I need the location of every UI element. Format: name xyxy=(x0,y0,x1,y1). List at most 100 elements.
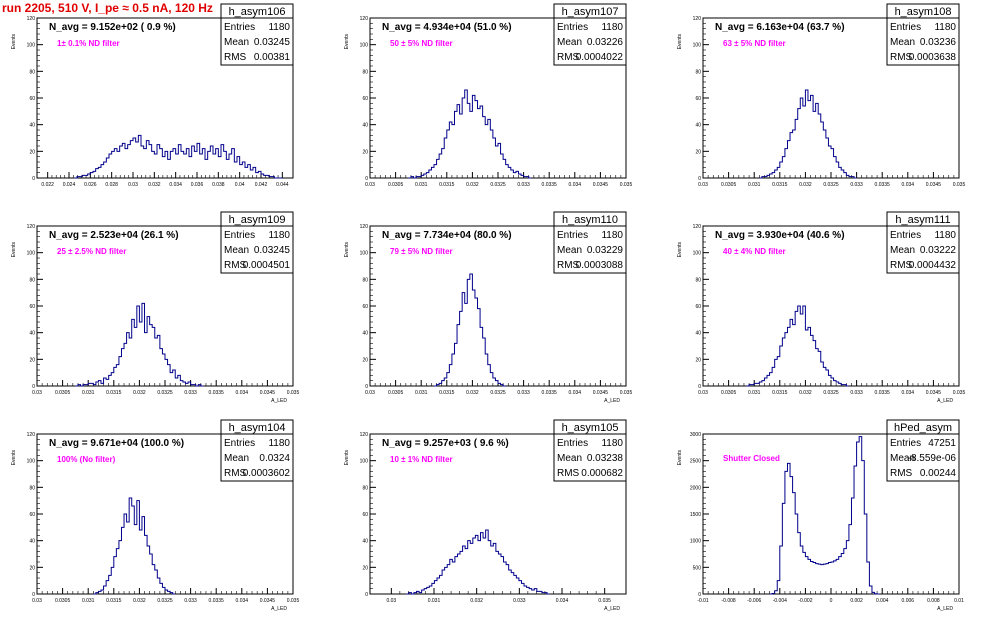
y-tick-label: 100 xyxy=(693,251,702,257)
stats-label: Mean xyxy=(224,37,249,48)
y-tick-label: 0 xyxy=(365,176,368,182)
stats-value: 0.03238 xyxy=(587,453,624,464)
y-tick-label: 20 xyxy=(29,565,35,571)
stats-value: 0.03236 xyxy=(920,37,957,48)
x-tick-label: 0.0335 xyxy=(209,598,225,604)
y-axis-label: Events xyxy=(677,450,683,466)
stats-label: Entries xyxy=(224,230,255,241)
x-tick-label: 0.032 xyxy=(799,390,812,396)
stats-label: Mean xyxy=(224,453,249,464)
x-tick-label: 0.01 xyxy=(954,598,964,604)
x-tick-label: 0.0335 xyxy=(209,390,225,396)
x-tick-label: 0.032 xyxy=(148,182,161,188)
y-tick-label: 120 xyxy=(27,16,36,22)
y-tick-label: 80 xyxy=(29,277,35,283)
x-tick-label: 0.0345 xyxy=(260,598,276,604)
x-tick-label: 0.032 xyxy=(133,390,146,396)
navg-label: N_avg = 4.934e+04 (51.0 %) xyxy=(382,22,512,33)
y-tick-label: 2000 xyxy=(690,485,701,491)
x-tick-label: 0.031 xyxy=(82,598,95,604)
x-tick-label: 0.035 xyxy=(953,390,966,396)
x-tick-label: 0.035 xyxy=(620,390,633,396)
histogram-panel-h_asym106: 0 20 40 60 80 100 120 0.022 0.024 0.026 0.028 0.03 0… xyxy=(11,3,294,188)
y-tick-label: 20 xyxy=(362,565,368,571)
stats-title: h_asym107 xyxy=(562,6,619,18)
y-tick-label: 40 xyxy=(362,331,368,337)
x-tick-label: 0.004 xyxy=(876,598,889,604)
y-tick-label: 40 xyxy=(695,331,701,337)
y-tick-label: 120 xyxy=(693,16,702,22)
y-tick-label: 80 xyxy=(362,277,368,283)
stats-value: 0.00244 xyxy=(920,468,957,479)
stats-label: Entries xyxy=(224,438,255,449)
navg-label: N_avg = 6.163e+04 (63.7 %) xyxy=(715,22,845,33)
navg-label: N_avg = 3.930e+04 (40.6 %) xyxy=(715,230,845,241)
histogram-line xyxy=(434,273,506,387)
y-tick-label: 0 xyxy=(698,384,701,390)
x-tick-label: 0.032 xyxy=(466,182,479,188)
x-tick-label: 0.0305 xyxy=(721,390,737,396)
histogram-line xyxy=(406,529,550,595)
x-tick-label: 0.035 xyxy=(620,182,633,188)
histogram-line xyxy=(93,497,176,595)
x-tick-label: 0.031 xyxy=(415,390,428,396)
x-tick-label: 0.006 xyxy=(902,598,915,604)
y-tick-label: 60 xyxy=(695,96,701,102)
x-tick-label: 0.034 xyxy=(556,598,569,604)
x-tick-label: 0.032 xyxy=(470,598,483,604)
stats-value: 1180 xyxy=(934,22,956,33)
y-tick-label: 60 xyxy=(695,304,701,310)
filter-label: 1± 0.1% ND filter xyxy=(57,39,120,48)
x-tick-label: 0.033 xyxy=(517,182,530,188)
stats-value: 1180 xyxy=(268,22,290,33)
x-tick-label: 0.03 xyxy=(32,390,42,396)
histogram-panel-h_asym107: 0 20 40 60 80 100 120 0.03 0.0305 0.031 0.0315 0.03… xyxy=(344,3,633,188)
x-tick-label: 0.033 xyxy=(850,390,863,396)
x-tick-label: 0.0315 xyxy=(439,390,455,396)
x-tick-label: 0.0325 xyxy=(157,598,173,604)
x-tick-label: 0.038 xyxy=(212,182,225,188)
navg-label: N_avg = 2.523e+04 (26.1 %) xyxy=(49,230,179,241)
stats-value: 0.0004501 xyxy=(243,260,291,271)
stats-title: h_asym105 xyxy=(562,422,619,434)
x-tick-label: 0.032 xyxy=(466,390,479,396)
y-tick-label: 0 xyxy=(32,384,35,390)
histogram-panel-hPed_asym: 0 500 1000 1500 2000 2500 3000 -0.01 -0.008 -0.00… xyxy=(677,419,964,612)
y-tick-label: 40 xyxy=(29,331,35,337)
y-tick-label: 40 xyxy=(29,123,35,129)
stats-label: Mean xyxy=(557,245,582,256)
stats-label: RMS xyxy=(224,52,247,63)
stats-value: 47251 xyxy=(928,438,956,449)
x-tick-label: 0.03 xyxy=(698,390,708,396)
y-axis-label: Events xyxy=(11,242,17,258)
x-tick-label: 0.03 xyxy=(386,598,396,604)
histogram-line xyxy=(408,89,532,179)
y-tick-label: 100 xyxy=(360,459,369,465)
x-tick-label: 0.0315 xyxy=(439,182,455,188)
navg-label: N_avg = 9.257e+03 ( 9.6 %) xyxy=(382,438,509,449)
x-tick-label: 0.0315 xyxy=(772,182,788,188)
x-tick-label: 0.033 xyxy=(517,390,530,396)
y-tick-label: 60 xyxy=(362,512,368,518)
filter-label: 25 ± 2.5% ND filter xyxy=(57,247,126,256)
histogram-panel-h_asym110: 0 20 40 60 80 100 120 0.03 0.0305 0.031 0.0315 0.03… xyxy=(344,211,633,404)
y-tick-label: 3000 xyxy=(690,432,701,438)
y-tick-label: 80 xyxy=(362,69,368,75)
stats-label: RMS xyxy=(890,468,913,479)
x-tick-label: 0.031 xyxy=(428,598,441,604)
y-axis-label: Events xyxy=(677,242,683,258)
x-tick-label: 0.034 xyxy=(236,598,249,604)
y-tick-label: 1500 xyxy=(690,512,701,518)
histogram-panel-h_asym109: 0 20 40 60 80 100 120 0.03 0.0305 0.031 0.0315 0.03… xyxy=(11,211,299,404)
x-tick-label: -0.002 xyxy=(798,598,812,604)
x-tick-label: -0.004 xyxy=(773,598,787,604)
stats-label: Entries xyxy=(557,230,588,241)
x-tick-label: 0.022 xyxy=(41,182,54,188)
stats-box xyxy=(553,3,627,66)
stats-value: 0.03226 xyxy=(587,37,624,48)
x-tick-label: 0.0335 xyxy=(875,182,891,188)
y-tick-label: 60 xyxy=(29,512,35,518)
y-tick-label: 40 xyxy=(29,539,35,545)
stats-label: RMS xyxy=(557,52,580,63)
x-tick-label: 0.032 xyxy=(799,182,812,188)
